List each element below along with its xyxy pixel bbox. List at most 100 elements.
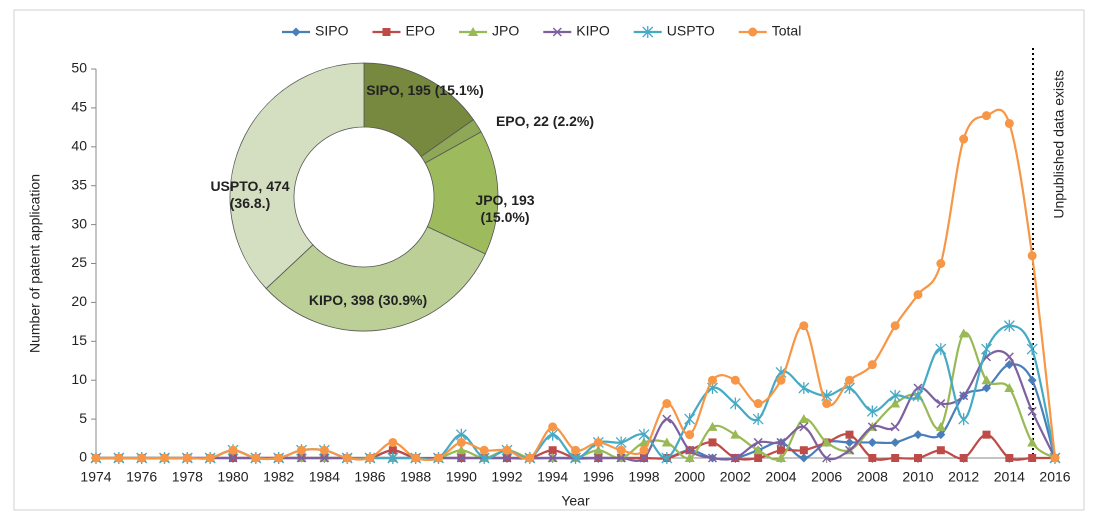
slice-label: KIPO, 398 (30.9%) — [308, 292, 428, 308]
data-point — [638, 428, 650, 441]
data-point — [753, 437, 763, 447]
y-tick-label: 15 — [71, 332, 87, 348]
slice-label-box: USPTO, 474 (36.8.) — [210, 178, 289, 211]
data-point — [1027, 437, 1038, 447]
legend-marker — [748, 27, 758, 37]
data-point — [274, 453, 284, 463]
slice-label: SIPO, 195 (15.1%) — [366, 82, 484, 98]
data-point — [889, 389, 901, 402]
x-tick-label: 1982 — [263, 469, 294, 485]
data-point — [593, 453, 603, 463]
data-point — [729, 397, 741, 410]
data-point — [822, 399, 832, 409]
data-point — [1028, 454, 1037, 462]
y-tick-label: 25 — [71, 254, 87, 270]
data-point — [388, 437, 398, 447]
y-tick-label: 10 — [71, 371, 87, 387]
legend-label: EPO — [405, 23, 435, 39]
data-point — [935, 421, 946, 431]
x-tick-label: 2006 — [811, 469, 842, 485]
data-point — [1027, 406, 1037, 416]
data-point — [890, 398, 901, 408]
data-point — [752, 413, 764, 426]
x-tick-label: 1996 — [583, 469, 614, 485]
data-point — [799, 446, 808, 455]
data-point — [936, 430, 946, 440]
data-point — [730, 429, 741, 439]
data-point — [296, 453, 307, 463]
data-point — [1004, 118, 1014, 128]
data-point — [845, 437, 854, 447]
data-point — [867, 437, 877, 447]
data-point — [684, 413, 696, 426]
series-line — [95, 324, 1057, 461]
data-point — [982, 430, 991, 439]
y-tick-label: 35 — [71, 176, 87, 192]
slice-label-box: JPO, 193 (15.0%) — [475, 192, 535, 225]
data-point — [730, 453, 740, 463]
data-point — [388, 446, 397, 455]
data-point — [502, 445, 512, 455]
legend-label: JPO — [492, 23, 519, 39]
x-tick-label: 2010 — [902, 469, 933, 485]
data-point — [548, 446, 557, 455]
data-point — [936, 259, 946, 268]
data-point — [661, 437, 672, 447]
data-point — [456, 453, 466, 463]
data-point — [776, 437, 786, 447]
x-axis-title: Year — [561, 493, 590, 509]
data-point — [913, 430, 923, 440]
x-tick-label: 1978 — [172, 469, 203, 485]
data-point — [1026, 343, 1038, 356]
data-point — [867, 360, 877, 370]
data-point — [228, 453, 238, 463]
data-point — [593, 437, 603, 447]
data-point — [936, 446, 945, 455]
data-point — [1027, 251, 1037, 261]
data-point — [981, 343, 992, 356]
data-point — [776, 375, 786, 385]
data-point — [1004, 352, 1014, 362]
y-tick-label: 50 — [71, 60, 87, 76]
data-point — [342, 453, 352, 463]
annotation: Unpublished data exists — [1051, 70, 1067, 219]
x-tick-label: 1990 — [446, 469, 477, 485]
data-point — [1005, 454, 1014, 462]
x-tick-label: 2012 — [948, 469, 979, 485]
legend-marker — [291, 27, 301, 37]
data-point — [502, 453, 512, 463]
x-tick-label: 2004 — [765, 469, 796, 485]
data-point — [434, 453, 443, 463]
data-point — [661, 452, 673, 464]
data-point — [844, 445, 855, 455]
slice-label-box: SIPO, 195 (15.1%) — [366, 82, 484, 98]
data-point — [913, 290, 923, 300]
x-tick-label: 1992 — [491, 469, 522, 485]
data-point — [456, 437, 466, 447]
slice-label: EPO, 22 (2.2%) — [495, 113, 595, 129]
data-point — [708, 438, 717, 447]
data-point — [912, 389, 924, 402]
data-point — [867, 422, 877, 432]
slice-label: JPO, 193 (15.0%) — [475, 192, 535, 225]
data-point — [1004, 382, 1015, 392]
data-point — [297, 445, 306, 455]
data-point — [753, 445, 764, 455]
data-point — [639, 453, 649, 463]
data-point — [845, 430, 854, 439]
data-point — [799, 321, 809, 331]
data-point — [798, 381, 810, 394]
data-point — [708, 375, 717, 385]
data-point — [959, 134, 969, 144]
series-line — [95, 349, 1056, 462]
data-point — [777, 446, 785, 455]
data-point — [890, 437, 900, 447]
data-point — [707, 421, 718, 431]
data-point — [958, 328, 969, 338]
legend-label: KIPO — [576, 23, 610, 39]
data-point — [730, 375, 740, 385]
data-point — [91, 453, 101, 463]
x-tick-label: 2000 — [674, 469, 705, 485]
y-tick-label: 40 — [71, 138, 87, 154]
data-point — [479, 445, 489, 455]
